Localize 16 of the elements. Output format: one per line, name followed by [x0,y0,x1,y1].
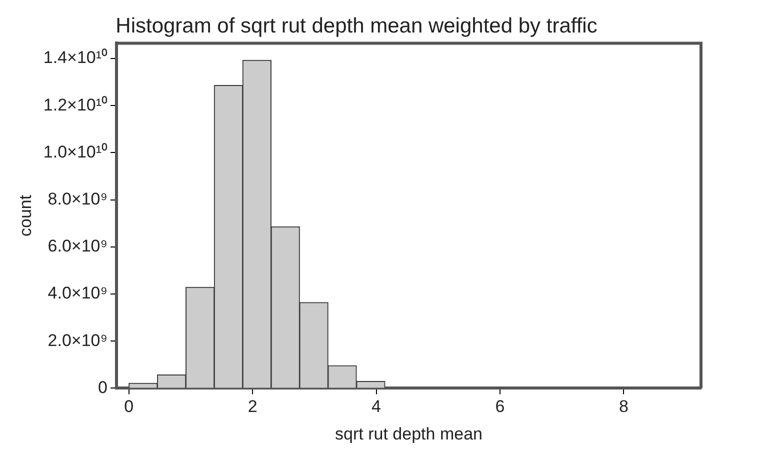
x-tick-label: 4 [372,397,382,416]
x-tick-label: 8 [618,397,628,416]
y-tick-label: 8.0×10⁹ [48,189,108,208]
y-tick-label: 2.0×10⁹ [48,330,108,350]
y-tick-label: 1.2×10¹⁰ [43,95,108,114]
chart-title: Histogram of sqrt rut depth mean weighted by traffic [116,14,598,38]
y-tick-label: 1.0×10¹⁰ [43,142,108,162]
y-axis-title: count [16,194,35,236]
x-tick-label: 0 [124,397,134,416]
y-tick-label: 1.4×10¹⁰ [43,48,108,68]
x-tick-label: 2 [248,397,258,416]
y-tick-label: 0 [98,378,108,397]
y-tick-label: 6.0×10⁹ [48,236,108,256]
x-tick-label: 6 [495,397,505,416]
y-tick-label: 4.0×10⁹ [48,284,108,303]
x-axis-title: sqrt rut depth mean [335,424,482,444]
